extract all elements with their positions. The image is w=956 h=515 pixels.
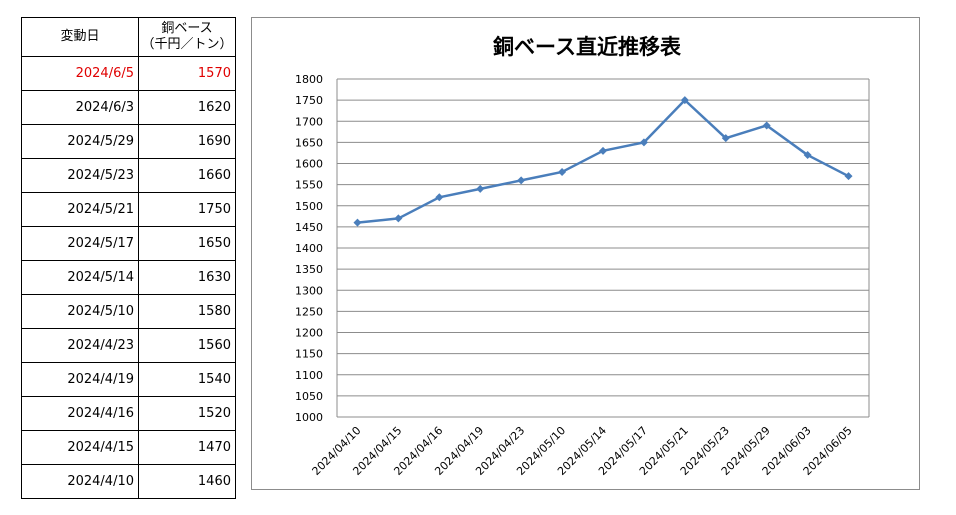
y-tick-label: 1550 <box>295 179 323 192</box>
table-row: 2024/4/10 1460 <box>21 464 236 499</box>
table-row: 2024/4/23 1560 <box>21 328 236 363</box>
row-date: 2024/6/5 <box>21 56 139 91</box>
y-tick-label: 1250 <box>295 305 323 318</box>
data-point-marker <box>680 96 689 105</box>
data-point-marker <box>762 121 771 130</box>
table-row: 2024/5/10 1580 <box>21 294 236 329</box>
row-date: 2024/5/17 <box>21 226 139 261</box>
y-tick-label: 1500 <box>295 200 323 213</box>
chart-panel: 銅ベース直近推移表 1000 1050 1100 1150 1200 1250 1300 13… <box>251 17 920 490</box>
y-tick-label: 1200 <box>295 327 323 340</box>
y-tick-label: 1800 <box>295 73 323 86</box>
row-price: 1630 <box>138 260 236 295</box>
data-point-marker <box>394 214 403 223</box>
y-tick-label: 1050 <box>295 390 323 403</box>
price-table: 変動日 銅ベース （千円／トン） 2024/6/5 1570 2024/6/3 162… <box>21 17 236 499</box>
data-point-marker <box>803 151 812 160</box>
row-date: 2024/4/16 <box>21 396 139 431</box>
row-date: 2024/5/21 <box>21 192 139 227</box>
header-date: 変動日 <box>21 17 139 57</box>
y-tick-label: 1600 <box>295 158 323 171</box>
grid-lines <box>336 78 870 418</box>
row-date: 2024/5/23 <box>21 158 139 193</box>
table-row: 2024/5/21 1750 <box>21 192 236 227</box>
data-point-marker <box>558 167 567 176</box>
row-price: 1520 <box>138 396 236 431</box>
row-price: 1570 <box>138 56 236 91</box>
data-point-marker <box>517 176 526 185</box>
row-price: 1560 <box>138 328 236 363</box>
row-date: 2024/5/14 <box>21 260 139 295</box>
series-line <box>357 98 850 224</box>
row-price: 1470 <box>138 430 236 465</box>
row-date: 2024/5/29 <box>21 124 139 159</box>
data-point-marker <box>599 146 607 155</box>
row-price: 1750 <box>138 192 236 227</box>
y-tick-label: 1100 <box>295 369 323 382</box>
header-price-line2: （千円／トン） <box>141 37 233 52</box>
data-point-marker <box>435 193 444 202</box>
row-date: 2024/6/3 <box>21 90 139 125</box>
table-row: 2024/4/15 1470 <box>21 430 236 465</box>
row-price: 1580 <box>138 294 236 329</box>
table-row: 2024/5/17 1650 <box>21 226 236 261</box>
table-row: 2024/5/23 1660 <box>21 158 236 193</box>
row-price: 1690 <box>138 124 236 159</box>
row-date: 2024/4/19 <box>21 362 139 397</box>
row-price: 1620 <box>138 90 236 125</box>
y-tick-label: 1750 <box>295 94 323 107</box>
table-row: 2024/5/29 1690 <box>21 124 236 159</box>
row-date: 2024/4/15 <box>21 430 139 465</box>
y-tick-label: 1150 <box>295 348 323 361</box>
table-row: 2024/4/16 1520 <box>21 396 236 431</box>
row-date: 2024/5/10 <box>21 294 139 329</box>
chart-title: 銅ベース直近推移表 <box>493 35 682 59</box>
table-header-row: 変動日 銅ベース （千円／トン） <box>21 17 236 57</box>
table-row: 2024/6/3 1620 <box>21 90 236 125</box>
data-point-marker <box>721 134 730 143</box>
y-tick-label: 1000 <box>295 411 323 424</box>
header-price: 銅ベース （千円／トン） <box>138 17 236 57</box>
data-point-marker <box>844 172 853 181</box>
table-row: 2024/6/5 1570 <box>21 56 236 91</box>
x-axis-ticks: 2024/04/102024/04/152024/04/162024/04/19… <box>310 424 855 478</box>
table-row: 2024/5/14 1630 <box>21 260 236 295</box>
series-copper-base <box>353 96 853 227</box>
y-tick-label: 1700 <box>295 115 323 128</box>
y-tick-label: 1350 <box>295 263 323 276</box>
row-price: 1460 <box>138 464 236 499</box>
row-price: 1650 <box>138 226 236 261</box>
y-tick-label: 1400 <box>295 242 323 255</box>
row-price: 1660 <box>138 158 236 193</box>
row-date: 2024/4/23 <box>21 328 139 363</box>
data-point-marker <box>639 138 648 147</box>
row-date: 2024/4/10 <box>21 464 139 499</box>
y-tick-label: 1450 <box>295 221 323 234</box>
table-body: 2024/6/5 1570 2024/6/3 1620 2024/5/29 1690 202… <box>21 56 236 499</box>
data-point-marker <box>476 184 485 193</box>
line-chart: 銅ベース直近推移表 1000 1050 1100 1150 1200 1250 1300 13… <box>295 35 870 478</box>
row-price: 1540 <box>138 362 236 397</box>
y-tick-label: 1300 <box>295 284 323 297</box>
y-axis-ticks: 1000 1050 1100 1150 1200 1250 1300 1350 1400 1450… <box>295 73 323 424</box>
data-point-marker <box>353 218 362 227</box>
header-price-line1: 銅ベース <box>161 21 213 36</box>
y-tick-label: 1650 <box>295 136 323 149</box>
table-row: 2024/4/19 1540 <box>21 362 236 397</box>
